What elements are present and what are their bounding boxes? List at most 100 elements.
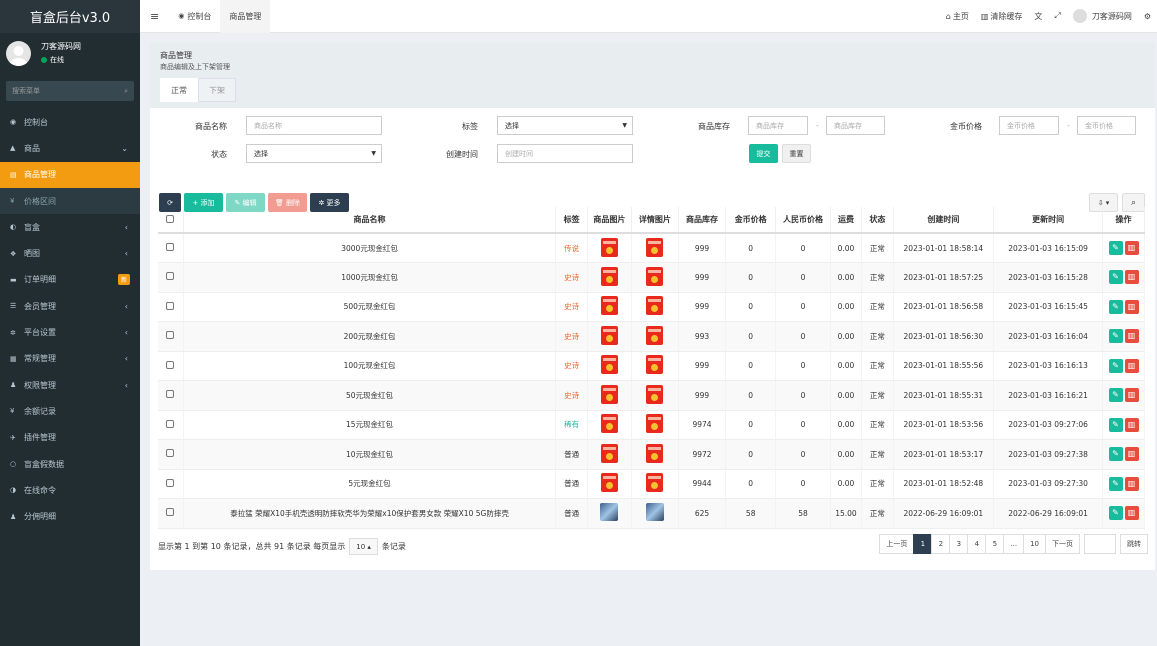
sidebar-item-6[interactable]: ▬ 订单明细 新 — [0, 267, 140, 293]
row-checkbox[interactable] — [166, 508, 175, 517]
status-select[interactable]: 选择 ▼ — [246, 144, 382, 163]
red-envelope-image[interactable] — [646, 414, 664, 434]
edit-row-button[interactable]: ✎ — [1108, 417, 1123, 432]
delete-row-button[interactable]: ▥ — [1124, 476, 1139, 491]
table-row[interactable]: 10元现金红包 普通 9972 0 0 0.00 正常 2023-01-01 18:53:17… — [158, 439, 1145, 470]
red-envelope-image[interactable] — [646, 355, 664, 375]
page-button[interactable]: ... — [1003, 534, 1025, 554]
page-button[interactable]: 5 — [985, 534, 1005, 554]
sidebar-item-12[interactable]: ✈ 插件管理 — [0, 425, 140, 451]
sidebar-search-input[interactable]: 搜索菜单 ⌕ — [6, 81, 134, 101]
page-button[interactable]: 1 — [913, 534, 933, 554]
select-all-checkbox[interactable] — [166, 214, 175, 223]
delete-row-button[interactable]: ▥ — [1124, 270, 1139, 285]
column-header[interactable]: 运费 — [830, 207, 863, 234]
red-envelope-image[interactable] — [646, 325, 664, 345]
red-envelope-image[interactable] — [600, 384, 618, 404]
page-button[interactable]: 4 — [967, 534, 987, 554]
table-row[interactable]: 泰拉猛 荣耀X10手机壳透明防摔软壳华为荣耀x10保护套男女款 荣耀X10 5G… — [158, 498, 1145, 529]
edit-row-button[interactable]: ✎ — [1108, 270, 1123, 285]
gear-icon[interactable]: ⚙ — [1143, 11, 1151, 21]
column-header[interactable]: 标签 — [555, 207, 588, 234]
stock-min-input[interactable]: 商品库存 — [748, 116, 808, 135]
delete-row-button[interactable]: ▥ — [1124, 388, 1139, 403]
red-envelope-image[interactable] — [600, 443, 618, 463]
delete-row-button[interactable]: ▥ — [1124, 417, 1139, 432]
reset-button[interactable]: 重置 — [782, 144, 811, 163]
sidebar-item-14[interactable]: ◑ 在线命令 — [0, 477, 140, 503]
edit-row-button[interactable]: ✎ — [1108, 447, 1123, 462]
row-checkbox[interactable] — [166, 243, 175, 251]
table-row[interactable]: 5元现金红包 普通 9944 0 0 0.00 正常 2023-01-01 18:52:48 2… — [158, 469, 1145, 499]
row-checkbox[interactable] — [166, 360, 175, 369]
delete-row-button[interactable]: ▥ — [1124, 447, 1139, 462]
clear-cache-button[interactable]: ▥ 清除缓存 — [975, 0, 1029, 33]
row-checkbox[interactable] — [166, 272, 175, 281]
sidebar-item-13[interactable]: ○ 盲盒假数据 — [0, 451, 140, 477]
red-envelope-image[interactable] — [600, 355, 618, 375]
column-header[interactable]: 操作 — [1102, 207, 1145, 234]
sidebar-item-0[interactable]: ◉ 控制台 — [0, 109, 140, 135]
column-header[interactable]: 商品图片 — [587, 207, 632, 234]
edit-row-button[interactable]: ✎ — [1108, 329, 1123, 344]
red-envelope-image[interactable] — [646, 443, 664, 463]
red-envelope-image[interactable] — [600, 266, 618, 286]
column-header[interactable]: 更新时间 — [993, 207, 1104, 234]
red-envelope-image[interactable] — [600, 237, 618, 257]
column-header[interactable]: 详情图片 — [631, 207, 679, 234]
delete-row-button[interactable]: ▥ — [1124, 329, 1139, 344]
delete-row-button[interactable]: ▥ — [1124, 506, 1139, 521]
column-header[interactable]: 商品名称 — [183, 207, 557, 234]
page-button[interactable]: 3 — [949, 534, 969, 554]
edit-row-button[interactable]: ✎ — [1108, 299, 1123, 314]
search-icon[interactable]: ⌕ — [124, 86, 128, 95]
app-logo[interactable]: 盲盒后台v3.0 — [0, 0, 140, 33]
red-envelope-image[interactable] — [646, 384, 664, 404]
delete-row-button[interactable]: ▥ — [1124, 241, 1139, 255]
red-envelope-image[interactable] — [600, 414, 618, 434]
table-row[interactable]: 500元现金红包 史诗 999 0 0 0.00 正常 2023-01-01 18:56:58… — [158, 292, 1145, 322]
row-checkbox[interactable] — [166, 478, 175, 487]
red-envelope-image[interactable] — [600, 325, 618, 345]
red-envelope-image[interactable] — [646, 473, 664, 493]
red-envelope-image[interactable] — [646, 296, 664, 316]
red-envelope-image[interactable] — [600, 296, 618, 316]
sidebar-item-9[interactable]: ▦ 常规管理 ‹ — [0, 346, 140, 372]
menu-toggle-icon[interactable]: ≡ — [150, 9, 160, 23]
column-header[interactable]: 创建时间 — [893, 207, 995, 234]
column-header[interactable]: 人民币价格 — [775, 207, 831, 234]
jump-page-input[interactable] — [1084, 534, 1116, 554]
sidebar-item-5[interactable]: ❖ 晒图 ‹ — [0, 240, 140, 266]
column-header[interactable]: 商品库存 — [678, 207, 727, 234]
tab-offline[interactable]: 下架 — [198, 78, 236, 102]
stock-max-input[interactable]: 商品库存 — [826, 116, 885, 135]
row-checkbox[interactable] — [166, 390, 175, 399]
coin-min-input[interactable]: 金币价格 — [999, 116, 1059, 135]
table-row[interactable]: 200元现金红包 史诗 993 0 0 0.00 正常 2023-01-01 18:56:30… — [158, 321, 1145, 352]
tab-product-management[interactable]: 商品管理 — [220, 0, 271, 33]
table-row[interactable]: 1000元现金红包 史诗 999 0 0 0.00 正常 2023-01-01 18:57:2… — [158, 262, 1145, 293]
delete-row-button[interactable]: ▥ — [1124, 299, 1139, 314]
page-size-select[interactable]: 10 ▴ — [349, 538, 378, 555]
language-icon[interactable]: 文 — [1034, 11, 1043, 21]
row-checkbox[interactable] — [166, 419, 175, 428]
sidebar-item-8[interactable]: ✲ 平台设置 ‹ — [0, 319, 140, 345]
created-time-input[interactable]: 创建时间 — [497, 144, 633, 163]
phone-case-image[interactable] — [600, 503, 619, 522]
table-row[interactable]: 15元现金红包 稀有 9974 0 0 0.00 正常 2023-01-01 18:53:56… — [158, 410, 1145, 440]
row-checkbox[interactable] — [166, 331, 175, 340]
edit-row-button[interactable]: ✎ — [1108, 241, 1123, 255]
table-row[interactable]: 3000元现金红包 传说 999 0 0 0.00 正常 2023-01-01 18:58:1… — [158, 233, 1145, 263]
name-input[interactable]: 商品名称 — [246, 116, 382, 135]
submit-button[interactable]: 提交 — [749, 144, 778, 163]
page-button[interactable]: 10 — [1023, 534, 1046, 554]
page-button[interactable]: 2 — [931, 534, 951, 554]
sidebar-item-4[interactable]: ◐ 盲盒 ‹ — [0, 214, 140, 240]
red-envelope-image[interactable] — [600, 473, 618, 493]
tab-dashboard[interactable]: ◉ 控制台 — [169, 0, 220, 33]
jump-button[interactable]: 跳转 — [1120, 534, 1148, 554]
sidebar-item-2[interactable]: ▤ 商品管理 — [0, 161, 140, 188]
delete-row-button[interactable]: ▥ — [1124, 358, 1139, 373]
next-page-button[interactable]: 下一页 — [1045, 534, 1080, 554]
red-envelope-image[interactable] — [646, 266, 664, 286]
